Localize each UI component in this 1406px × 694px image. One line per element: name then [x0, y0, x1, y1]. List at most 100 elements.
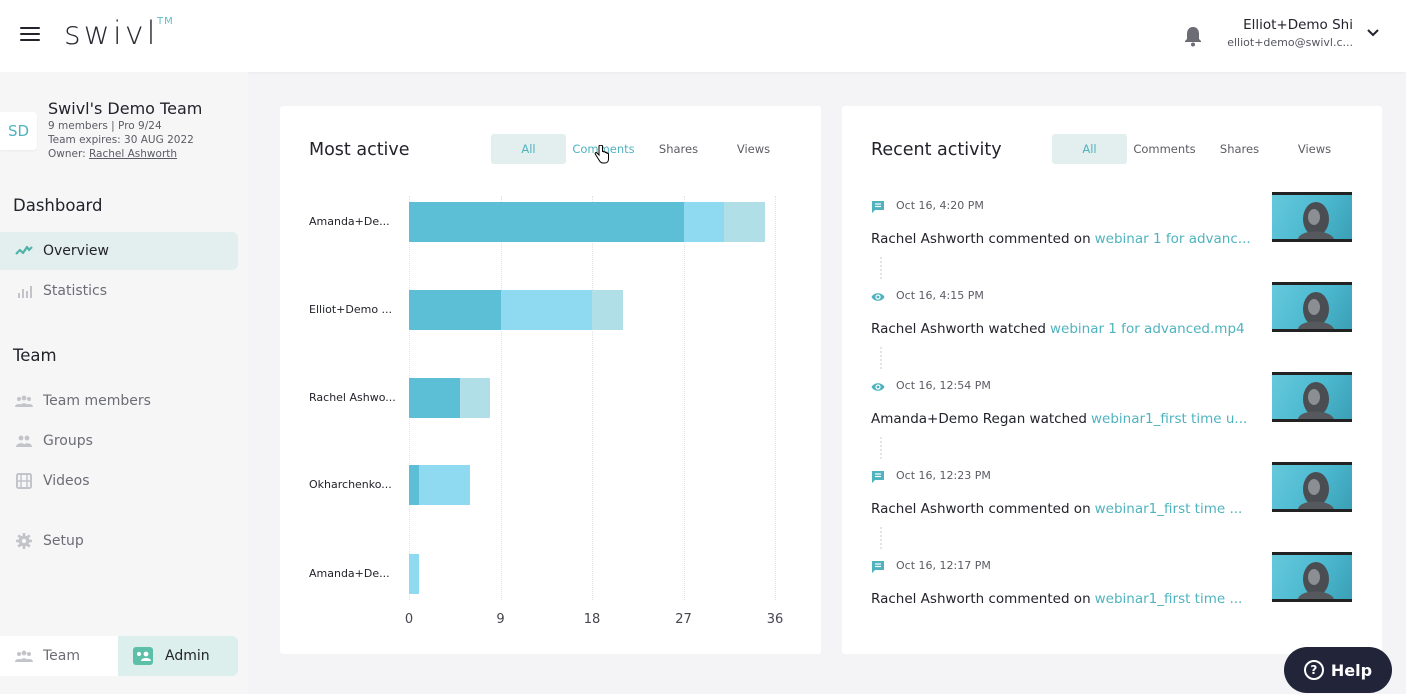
help-button[interactable]: ? Help [1284, 647, 1392, 693]
team-owner-label: Owner: [48, 148, 89, 160]
activity-text: Rachel Ashworth commented on webinar1_fir… [871, 501, 1242, 517]
activity-time: Oct 16, 12:17 PM [896, 559, 991, 572]
activity-video-link[interactable]: webinar 1 for advanced.mp4 [1049, 321, 1245, 337]
team-mode-tab[interactable]: Team [0, 636, 118, 676]
timeline-connector [880, 347, 882, 369]
admin-icon [133, 647, 153, 665]
chevron-down-icon[interactable] [1366, 28, 1380, 38]
activity-video-link[interactable]: webinar 1 for advanc... [1094, 231, 1251, 247]
recent-activity-card: Recent activity All Comments Shares View… [842, 106, 1382, 654]
sidebar-item-videos[interactable]: Videos [0, 462, 238, 500]
video-thumbnail[interactable] [1272, 552, 1352, 602]
bar-segment-shares[interactable] [592, 290, 623, 330]
comment-icon [871, 559, 885, 573]
activity-time: Oct 16, 12:23 PM [896, 469, 991, 482]
comment-icon [871, 469, 885, 483]
bar-segment-views[interactable] [500, 290, 592, 330]
activity-video-link[interactable]: webinar1_first time ... [1094, 591, 1243, 607]
activity-time: Oct 16, 4:20 PM [896, 199, 984, 212]
activity-text: Rachel Ashworth commented on webinar 1 fo… [871, 231, 1251, 247]
sidebar-item-groups[interactable]: Groups [0, 422, 238, 460]
bar-category-label: Elliot+Demo ... [309, 303, 393, 316]
bar-category-label: Amanda+De... [309, 215, 390, 228]
team-avatar: SD [0, 112, 37, 150]
gridline [500, 196, 502, 600]
notification-bell-icon[interactable] [1183, 25, 1203, 47]
gear-icon [16, 533, 32, 549]
sidebar-item-overview[interactable]: Overview [0, 232, 238, 270]
sidebar-item-team-members[interactable]: Team members [0, 382, 238, 420]
gridline [775, 196, 776, 600]
team-members-info: 9 members | Pro 9/24 [48, 120, 162, 132]
bar-segment-shares[interactable] [459, 378, 491, 418]
video-thumbnail[interactable] [1272, 282, 1352, 332]
team-owner-link[interactable]: Rachel Ashworth [88, 148, 178, 160]
timeline-connector [880, 437, 882, 459]
bar-segment-comments[interactable] [409, 290, 501, 330]
x-tick-label: 18 [583, 612, 601, 627]
filter-tab-views[interactable]: Views [1297, 142, 1332, 156]
filter-tab-shares[interactable]: Shares [1219, 142, 1260, 156]
bar-segment-comments[interactable] [409, 202, 684, 242]
activity-description: Rachel Ashworth watched [871, 321, 1046, 337]
bar-segment-views[interactable] [419, 465, 470, 505]
question-icon: ? [1303, 660, 1324, 680]
filter-tab-all[interactable]: All [491, 134, 566, 164]
video-thumbnail[interactable] [1272, 192, 1352, 242]
activity-text: Amanda+Demo Regan watched webinar1_first … [871, 411, 1247, 427]
activity-time: Oct 16, 4:15 PM [896, 289, 984, 302]
team-expiry: Team expires: 30 AUG 2022 [48, 134, 194, 146]
bar-segment-views[interactable] [409, 554, 420, 594]
most-active-title: Most active [309, 140, 410, 160]
filter-tab-all[interactable]: All [1052, 134, 1127, 164]
top-header: swivl TM Elliot+Demo Shi elliot+demo@swi… [0, 0, 1406, 72]
filter-tab-shares[interactable]: Shares [658, 142, 699, 156]
x-tick-label: 36 [766, 612, 784, 627]
sidebar-item-label: Setup [43, 533, 84, 549]
help-label: Help [1330, 660, 1373, 680]
timeline-connector [880, 527, 882, 549]
bar-category-label: Amanda+De... [309, 567, 390, 580]
filter-tab-comments[interactable]: Comments [572, 142, 635, 156]
user-email: elliot+demo@swivl.c... [1227, 36, 1353, 49]
activity-item: Oct 16, 12:17 PM Rachel Ashworth commente… [871, 552, 1361, 649]
bar-category-label: Rachel Ashwo... [309, 391, 396, 404]
activity-time: Oct 16, 12:54 PM [896, 379, 991, 392]
bar-segment-comments[interactable] [409, 378, 460, 418]
bar-segment-comments[interactable] [409, 465, 420, 505]
activity-video-link[interactable]: webinar1_first time ... [1094, 501, 1243, 517]
activity-text: Rachel Ashworth commented on webinar1_fir… [871, 591, 1242, 607]
bar-segment-views[interactable] [683, 202, 725, 242]
swivl-logo[interactable]: swivl [64, 14, 159, 52]
video-thumbnail[interactable] [1272, 372, 1352, 422]
user-name[interactable]: Elliot+Demo Shi [1243, 17, 1353, 33]
activity-video-link[interactable]: webinar1_first time u... [1091, 411, 1248, 427]
bottom-mode-tabs: Team Admin [0, 636, 248, 676]
timeline-connector [880, 257, 882, 279]
admin-mode-tab[interactable]: Admin [118, 636, 238, 676]
section-title-team: Team [13, 346, 57, 365]
admin-mode-label: Admin [165, 648, 210, 664]
bar-segment-shares[interactable] [724, 202, 765, 242]
team-name: Swivl's Demo Team [48, 99, 203, 118]
sidebar-item-setup[interactable]: Setup [0, 522, 238, 560]
sidebar [0, 72, 248, 694]
activity-description: Rachel Ashworth commented on [871, 231, 1091, 247]
filter-tab-comments[interactable]: Comments [1133, 142, 1196, 156]
eye-icon [871, 289, 885, 303]
activity-text: Rachel Ashworth watched webinar 1 for adv… [871, 321, 1245, 337]
sidebar-item-statistics[interactable]: Statistics [0, 272, 238, 310]
hamburger-menu-icon[interactable] [20, 27, 40, 43]
video-thumbnail[interactable] [1272, 462, 1352, 512]
sidebar-item-label: Groups [43, 433, 93, 449]
x-tick-label: 9 [496, 612, 505, 627]
logo-trademark: TM [157, 16, 174, 27]
activity-item: Oct 16, 12:54 PM Amanda+Demo Regan watche… [871, 372, 1361, 469]
sidebar-item-label: Videos [43, 473, 90, 489]
activity-description: Amanda+Demo Regan watched [871, 411, 1087, 427]
activity-item: Oct 16, 4:15 PM Rachel Ashworth watched we… [871, 282, 1361, 379]
bar-chart-icon [18, 286, 32, 298]
filter-tab-views[interactable]: Views [736, 142, 771, 156]
activity-description: Rachel Ashworth commented on [871, 591, 1091, 607]
people-icon [15, 395, 33, 407]
